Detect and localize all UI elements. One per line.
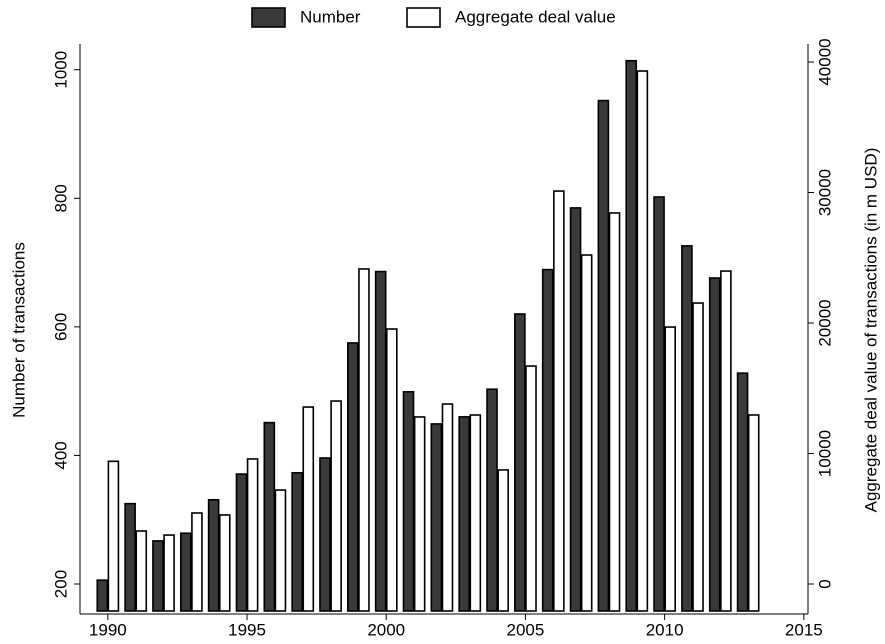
bar [263, 421, 276, 612]
bar [653, 196, 665, 612]
bar [207, 498, 220, 612]
bar [413, 416, 426, 612]
bar [347, 342, 359, 612]
bar [708, 277, 721, 612]
y-tick-label: 200 [51, 570, 70, 598]
bar [358, 268, 370, 612]
y2-tick-label: 10000 [815, 430, 834, 477]
bar [569, 207, 582, 612]
y-tick-label: 800 [51, 184, 70, 212]
bar [330, 400, 342, 612]
bar [681, 245, 693, 612]
bar [553, 190, 565, 612]
legend-swatch [406, 7, 441, 28]
y2-tick-label: 30000 [815, 169, 834, 216]
bar [274, 489, 287, 612]
bar [541, 268, 554, 612]
bar [664, 326, 677, 612]
x-tick-label: 2000 [367, 620, 405, 639]
bar [96, 579, 109, 612]
bar [625, 59, 638, 612]
y-axis-title: Number of transactions [9, 242, 28, 418]
bar [497, 469, 509, 612]
bar [135, 530, 148, 612]
bar [319, 457, 331, 612]
bar [402, 390, 415, 612]
y-tick-label: 1000 [51, 51, 70, 89]
bar [608, 212, 621, 612]
x-tick-label: 2005 [507, 620, 545, 639]
bar [469, 414, 482, 612]
x-tick-label: 2010 [646, 620, 684, 639]
bar [458, 416, 470, 612]
bar [486, 388, 498, 612]
bar [235, 473, 248, 612]
x-tick-label: 2015 [785, 620, 823, 639]
x-tick-label: 1995 [228, 620, 266, 639]
bar [218, 514, 231, 612]
legend-label: Aggregate deal value [455, 7, 616, 26]
bar [191, 512, 203, 612]
bar [736, 372, 749, 612]
bar [514, 313, 526, 612]
bar [152, 540, 164, 612]
y2-tick-label: 20000 [815, 299, 834, 346]
bar [597, 99, 610, 612]
y-tick-label: 400 [51, 441, 70, 469]
bar [163, 534, 175, 612]
legend-label: Number [300, 7, 361, 26]
legend-swatch [251, 7, 286, 28]
bar [525, 365, 537, 612]
bar [246, 458, 259, 612]
bar [179, 532, 192, 612]
bar [291, 471, 303, 612]
bar [302, 406, 315, 612]
bar [636, 70, 649, 612]
bar [107, 460, 120, 612]
y2-tick-label: 0 [815, 579, 834, 588]
bar [441, 403, 454, 612]
x-tick-label: 1990 [89, 620, 127, 639]
bar [692, 302, 704, 612]
y-tick-label: 600 [51, 313, 70, 341]
bar [374, 270, 387, 612]
bar [385, 328, 398, 612]
bar [580, 254, 593, 612]
y2-tick-label: 40000 [815, 38, 834, 85]
y2-axis-title: Aggregate deal value of transactions (in… [861, 148, 880, 513]
bar [720, 270, 732, 612]
bar [124, 502, 136, 612]
bar [747, 414, 760, 612]
bar [430, 423, 443, 612]
